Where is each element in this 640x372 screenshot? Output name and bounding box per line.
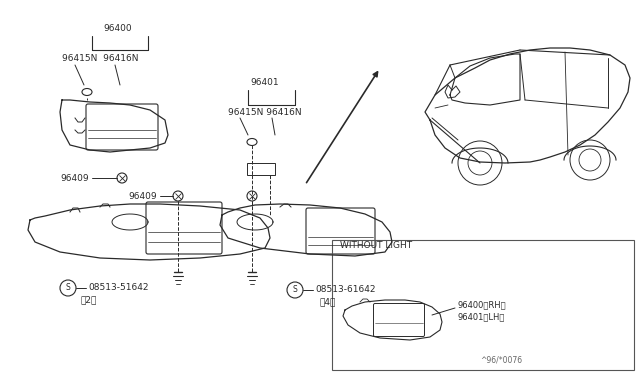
- Text: 96400（RH）: 96400（RH）: [458, 301, 507, 310]
- Text: 96409: 96409: [60, 173, 88, 183]
- Text: S: S: [66, 283, 70, 292]
- Text: 96415N 96416N: 96415N 96416N: [228, 108, 301, 116]
- Text: 08513-51642: 08513-51642: [88, 283, 148, 292]
- Bar: [332, 240, 634, 370]
- Text: 96409: 96409: [128, 192, 157, 201]
- Text: 96401（LH）: 96401（LH）: [458, 312, 506, 321]
- Text: 08513-61642: 08513-61642: [315, 285, 376, 295]
- Text: ^96/*0076: ^96/*0076: [480, 356, 522, 365]
- Text: （2）: （2）: [80, 295, 97, 305]
- Text: 96401: 96401: [251, 77, 279, 87]
- Text: 96400: 96400: [104, 23, 132, 32]
- Text: 96415N  96416N: 96415N 96416N: [62, 54, 138, 62]
- Text: WITHOUT LIGHT: WITHOUT LIGHT: [340, 241, 412, 250]
- Text: S: S: [292, 285, 298, 295]
- Text: （4）: （4）: [320, 298, 337, 307]
